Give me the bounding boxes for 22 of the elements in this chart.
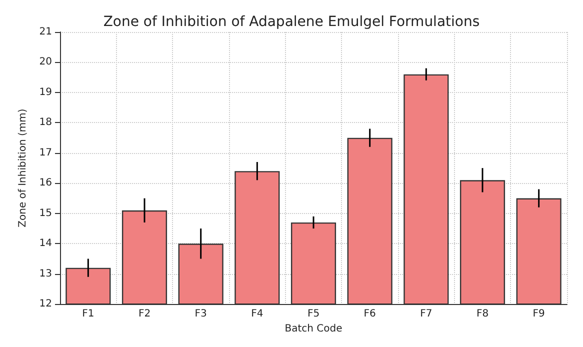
x-tick-label: F5 (307, 308, 320, 320)
y-tick-label: 17 (39, 147, 52, 158)
x-tick-label: F1 (82, 308, 94, 320)
x-axis-title: Batch Code (284, 324, 342, 334)
y-tick-label: 21 (39, 26, 52, 38)
y-tick-label: 19 (39, 86, 52, 98)
x-tick-label: F6 (364, 308, 376, 320)
x-tick-label: F9 (532, 308, 545, 320)
x-tick-label: F8 (476, 308, 489, 320)
y-tick-label: 14 (39, 238, 52, 250)
y-tick-label: 18 (39, 117, 52, 128)
y-axis-title: Zone of Inhibition (mm) (18, 108, 28, 228)
y-tick-label: 15 (39, 208, 52, 219)
x-tick-label: F2 (138, 308, 151, 320)
y-tick-label: 12 (39, 298, 52, 310)
x-tick-label: F3 (194, 308, 207, 320)
chart-title: Zone of Inhibition of Adapalene Emulgel Formulations (103, 14, 480, 30)
x-tick-label: F7 (420, 308, 432, 320)
y-tick-label: 13 (39, 268, 52, 280)
y-tick-label: 20 (39, 56, 52, 68)
y-tick-label: 16 (39, 178, 52, 189)
x-tick-label: F4 (251, 308, 264, 320)
